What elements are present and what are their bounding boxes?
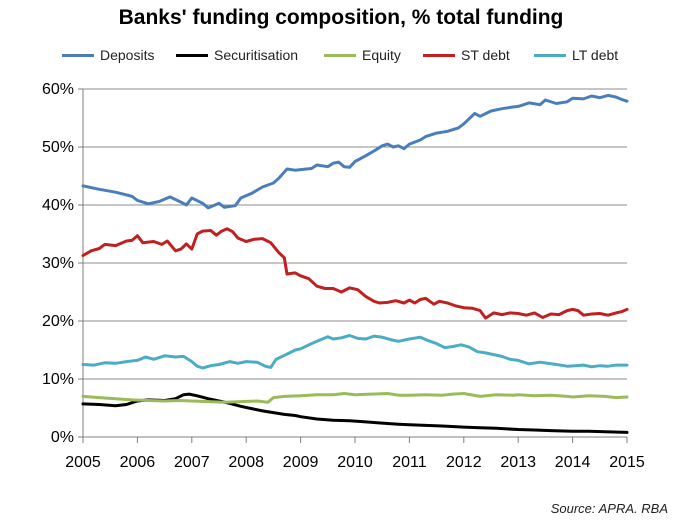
legend-label-deposits: Deposits [100,47,155,63]
y-tick-label: 10% [42,371,74,388]
y-tick-label: 50% [42,139,74,156]
x-tick-label: 2015 [609,454,645,471]
series-line-equity [81,392,629,404]
source-note: Source: APRA. RBA [550,501,668,516]
chart-title: Banks' funding composition, % total fund… [118,6,564,29]
x-tick-label: 2005 [65,454,101,471]
y-tick-label: 60% [42,81,74,98]
x-tick-label: 2010 [337,454,373,471]
legend-swatch-st-debt [423,53,455,57]
legend-item-st-debt: ST debt [423,44,510,66]
legend-swatch-equity [324,53,356,57]
legend-swatch-lt-debt [534,53,566,57]
legend-label-equity: Equity [362,47,401,63]
legend-item-deposits: Deposits [62,44,154,66]
legend-item-equity: Equity [324,44,401,66]
x-tick-label: 2009 [283,454,319,471]
series-line-lt-debt [81,334,629,370]
x-tick-label: 2012 [446,454,482,471]
legend-label-securitisation: Securitisation [214,47,299,63]
legend-label-st-debt: ST debt [461,47,510,63]
x-tick-label: 2007 [174,454,210,471]
legend-swatch-securitisation [176,53,208,57]
x-tick-label: 2008 [228,454,264,471]
legend-swatch-deposits [62,53,94,57]
series-line-deposits [81,93,629,210]
y-tick-label: 30% [42,255,74,272]
legend-item-lt-debt: LT debt [534,44,618,66]
x-tick-label: 2006 [120,454,156,471]
y-tick-label: 20% [42,313,74,330]
y-tick-label: 0% [51,429,74,446]
legend-item-securitisation: Securitisation [176,44,298,66]
x-tick-label: 2013 [500,454,536,471]
x-tick-label: 2014 [555,454,591,471]
y-tick-label: 40% [42,197,74,214]
chart-legend: Deposits Securitisation Equity ST debt L… [60,44,660,66]
legend-label-lt-debt: LT debt [572,47,619,63]
x-tick-label: 2011 [392,454,427,471]
series-line-st-debt [81,227,629,320]
